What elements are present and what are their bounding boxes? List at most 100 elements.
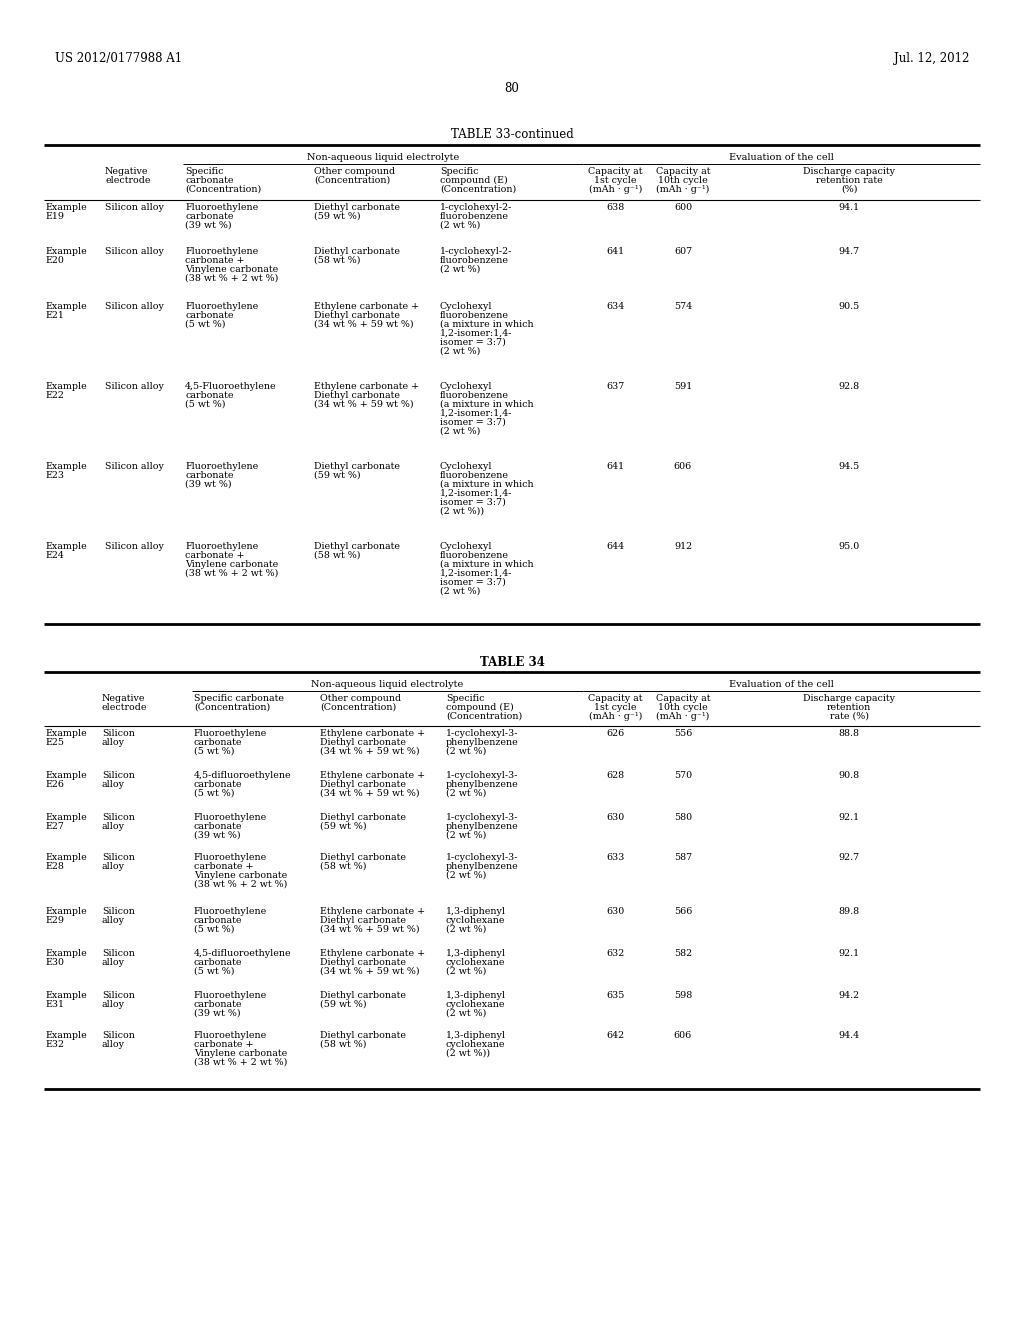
- Text: carbonate: carbonate: [194, 958, 243, 968]
- Text: (Concentration): (Concentration): [319, 704, 396, 711]
- Text: Fluoroethylene: Fluoroethylene: [194, 729, 267, 738]
- Text: 570: 570: [674, 771, 692, 780]
- Text: Cyclohexyl: Cyclohexyl: [440, 302, 493, 312]
- Text: Jul. 12, 2012: Jul. 12, 2012: [894, 51, 969, 65]
- Text: Cyclohexyl: Cyclohexyl: [440, 462, 493, 471]
- Text: E30: E30: [46, 958, 65, 968]
- Text: Silicon alloy: Silicon alloy: [105, 381, 164, 391]
- Text: (Concentration): (Concentration): [446, 711, 522, 721]
- Text: 556: 556: [674, 729, 692, 738]
- Text: Evaluation of the cell: Evaluation of the cell: [729, 153, 834, 162]
- Text: Fluoroethylene: Fluoroethylene: [194, 813, 267, 822]
- Text: (34 wt % + 59 wt %): (34 wt % + 59 wt %): [319, 925, 420, 935]
- Text: (2 wt %): (2 wt %): [446, 832, 486, 840]
- Text: 1,2-isomer:1,4-: 1,2-isomer:1,4-: [440, 329, 512, 338]
- Text: Diethyl carbonate: Diethyl carbonate: [319, 853, 406, 862]
- Text: Cyclohexyl: Cyclohexyl: [440, 543, 493, 550]
- Text: phenylbenzene: phenylbenzene: [446, 822, 519, 832]
- Text: E20: E20: [46, 256, 65, 265]
- Text: Example: Example: [46, 543, 88, 550]
- Text: electrode: electrode: [102, 704, 147, 711]
- Text: carbonate +: carbonate +: [194, 862, 254, 871]
- Text: E22: E22: [46, 391, 65, 400]
- Text: (2 wt %): (2 wt %): [446, 1008, 486, 1018]
- Text: Specific: Specific: [440, 168, 478, 176]
- Text: Silicon: Silicon: [102, 853, 135, 862]
- Text: (a mixture in which: (a mixture in which: [440, 480, 534, 488]
- Text: (2 wt %): (2 wt %): [440, 426, 480, 436]
- Text: Example: Example: [46, 302, 88, 312]
- Text: retention: retention: [826, 704, 871, 711]
- Text: Other compound: Other compound: [314, 168, 395, 176]
- Text: (2 wt %): (2 wt %): [440, 265, 480, 275]
- Text: Example: Example: [46, 203, 88, 213]
- Text: 638: 638: [606, 203, 625, 213]
- Text: 88.8: 88.8: [839, 729, 859, 738]
- Text: 1-cyclohexyl-3-: 1-cyclohexyl-3-: [446, 813, 518, 822]
- Text: (2 wt %): (2 wt %): [446, 925, 486, 935]
- Text: (2 wt %)): (2 wt %)): [446, 1049, 490, 1059]
- Text: isomer = 3:7): isomer = 3:7): [440, 338, 506, 347]
- Text: Example: Example: [46, 813, 88, 822]
- Text: 641: 641: [606, 462, 625, 471]
- Text: 94.5: 94.5: [839, 462, 859, 471]
- Text: Evaluation of the cell: Evaluation of the cell: [729, 680, 834, 689]
- Text: 644: 644: [606, 543, 625, 550]
- Text: Capacity at: Capacity at: [588, 168, 643, 176]
- Text: carbonate: carbonate: [194, 822, 243, 832]
- Text: (2 wt %): (2 wt %): [440, 220, 480, 230]
- Text: (Concentration): (Concentration): [440, 185, 516, 194]
- Text: Diethyl carbonate: Diethyl carbonate: [314, 391, 400, 400]
- Text: Non-aqueous liquid electrolyte: Non-aqueous liquid electrolyte: [307, 153, 459, 162]
- Text: fluorobenzene: fluorobenzene: [440, 471, 509, 480]
- Text: Silicon: Silicon: [102, 949, 135, 958]
- Text: (5 wt %): (5 wt %): [194, 789, 234, 799]
- Text: (34 wt % + 59 wt %): (34 wt % + 59 wt %): [319, 747, 420, 756]
- Text: 606: 606: [674, 1031, 692, 1040]
- Text: carbonate: carbonate: [194, 916, 243, 925]
- Text: 4,5-difluoroethylene: 4,5-difluoroethylene: [194, 771, 292, 780]
- Text: 1-cyclohexyl-2-: 1-cyclohexyl-2-: [440, 247, 512, 256]
- Text: Fluoroethylene: Fluoroethylene: [185, 247, 258, 256]
- Text: (38 wt % + 2 wt %): (38 wt % + 2 wt %): [185, 275, 279, 282]
- Text: Diethyl carbonate: Diethyl carbonate: [319, 813, 406, 822]
- Text: (34 wt % + 59 wt %): (34 wt % + 59 wt %): [319, 789, 420, 799]
- Text: Example: Example: [46, 729, 88, 738]
- Text: cyclohexane: cyclohexane: [446, 1040, 506, 1049]
- Text: phenylbenzene: phenylbenzene: [446, 780, 519, 789]
- Text: isomer = 3:7): isomer = 3:7): [440, 498, 506, 507]
- Text: 1st cycle: 1st cycle: [594, 176, 637, 185]
- Text: (5 wt %): (5 wt %): [194, 925, 234, 935]
- Text: TABLE 34: TABLE 34: [479, 656, 545, 669]
- Text: Example: Example: [46, 462, 88, 471]
- Text: 94.7: 94.7: [839, 247, 859, 256]
- Text: 635: 635: [606, 991, 625, 1001]
- Text: (2 wt %)): (2 wt %)): [440, 507, 484, 516]
- Text: (34 wt % + 59 wt %): (34 wt % + 59 wt %): [319, 968, 420, 975]
- Text: E21: E21: [46, 312, 65, 319]
- Text: E27: E27: [46, 822, 65, 832]
- Text: 1,3-diphenyl: 1,3-diphenyl: [446, 991, 506, 1001]
- Text: Ethylene carbonate +: Ethylene carbonate +: [319, 949, 425, 958]
- Text: (2 wt %): (2 wt %): [440, 587, 480, 597]
- Text: 632: 632: [606, 949, 625, 958]
- Text: Silicon alloy: Silicon alloy: [105, 247, 164, 256]
- Text: 1st cycle: 1st cycle: [594, 704, 637, 711]
- Text: (Concentration): (Concentration): [185, 185, 261, 194]
- Text: fluorobenzene: fluorobenzene: [440, 213, 509, 220]
- Text: 1-cyclohexyl-3-: 1-cyclohexyl-3-: [446, 853, 518, 862]
- Text: Example: Example: [46, 991, 88, 1001]
- Text: Capacity at: Capacity at: [655, 168, 711, 176]
- Text: 626: 626: [606, 729, 625, 738]
- Text: Fluoroethylene: Fluoroethylene: [185, 302, 258, 312]
- Text: (2 wt %): (2 wt %): [440, 347, 480, 356]
- Text: Fluoroethylene: Fluoroethylene: [185, 543, 258, 550]
- Text: Silicon: Silicon: [102, 1031, 135, 1040]
- Text: 4,5-Fluoroethylene: 4,5-Fluoroethylene: [185, 381, 276, 391]
- Text: 1,3-diphenyl: 1,3-diphenyl: [446, 907, 506, 916]
- Text: (59 wt %): (59 wt %): [314, 471, 360, 480]
- Text: 94.2: 94.2: [839, 991, 859, 1001]
- Text: 94.4: 94.4: [839, 1031, 859, 1040]
- Text: 587: 587: [674, 853, 692, 862]
- Text: compound (E): compound (E): [446, 704, 514, 711]
